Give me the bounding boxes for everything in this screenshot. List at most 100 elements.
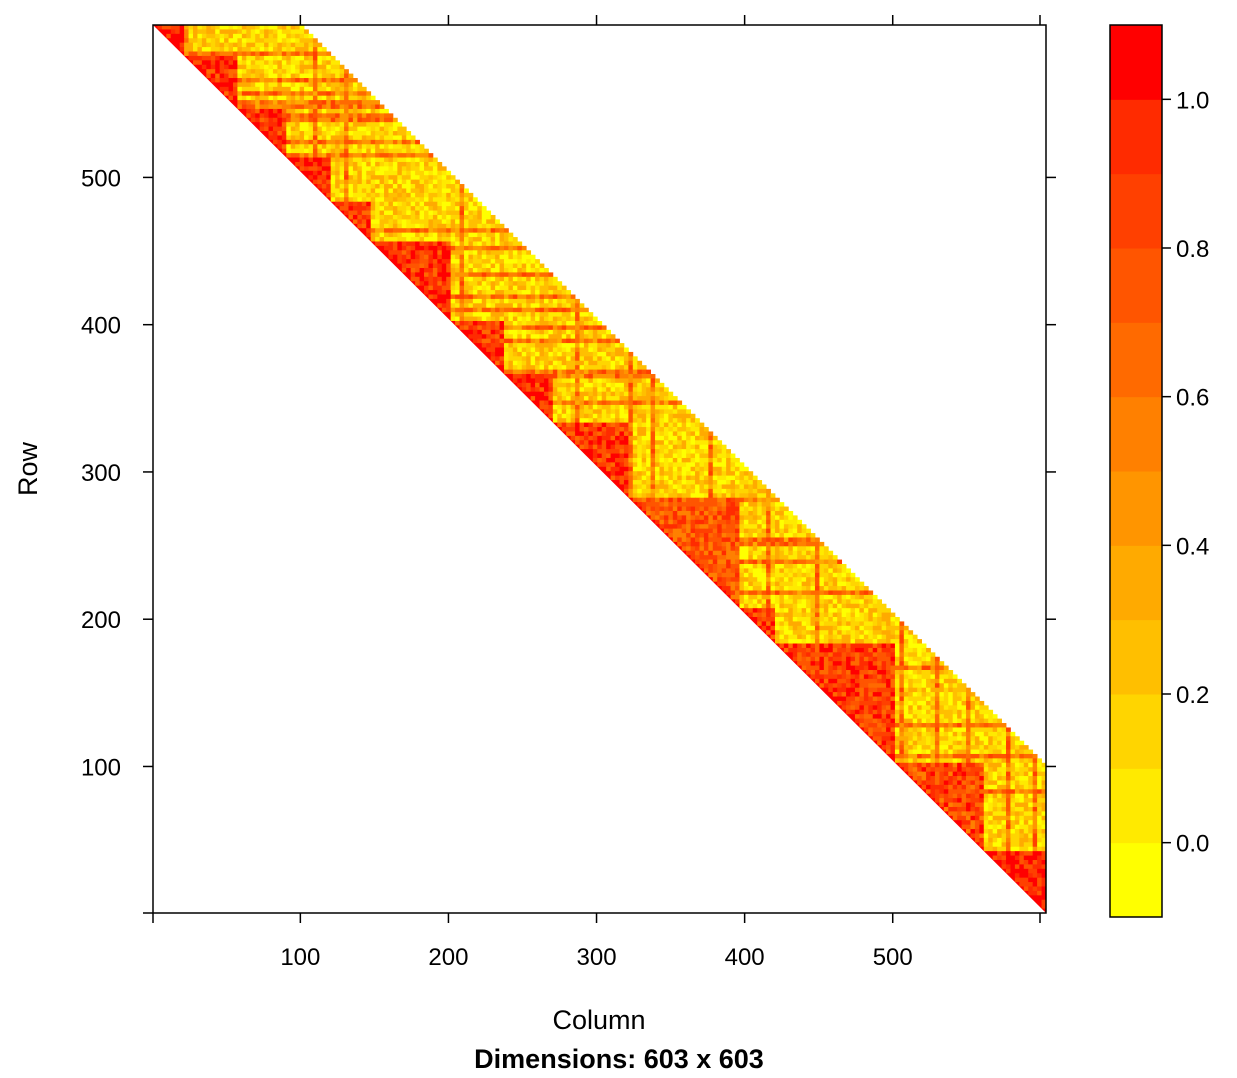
heatmap-cell <box>708 497 714 503</box>
heatmap-cell <box>335 69 340 74</box>
heatmap-cell <box>161 29 167 35</box>
heatmap-cell <box>592 351 598 357</box>
heatmap-cell <box>779 563 785 569</box>
heatmap-cell <box>450 267 456 273</box>
heatmap-cell <box>872 603 878 609</box>
heatmap-cell <box>557 351 563 357</box>
heatmap-cell <box>841 621 847 627</box>
heatmap-cell <box>832 647 838 653</box>
heatmap-cell <box>730 559 736 565</box>
heatmap-cell <box>210 29 216 35</box>
heatmap-cell <box>419 254 425 260</box>
heatmap-cell <box>468 250 474 256</box>
heatmap-cell <box>224 78 229 83</box>
heatmap-cell <box>326 188 332 194</box>
heatmap-cell <box>668 506 674 512</box>
heatmap-cell <box>401 206 407 211</box>
heatmap-cell <box>783 546 789 552</box>
heatmap-cell <box>526 254 532 260</box>
heatmap-cell <box>481 281 487 287</box>
heatmap-cell <box>583 343 589 348</box>
heatmap-cell <box>477 343 483 348</box>
heatmap-cell <box>575 356 580 362</box>
heatmap-cell <box>521 294 527 300</box>
heatmap-cell <box>419 290 425 295</box>
heatmap-cell <box>686 524 691 530</box>
heatmap-cell <box>348 122 354 128</box>
heatmap-cell <box>743 577 749 583</box>
heatmap-cell <box>352 170 358 176</box>
heatmap-cell <box>859 670 865 675</box>
heatmap-cell <box>419 219 425 225</box>
heatmap-cell <box>588 453 594 459</box>
heatmap-cell <box>721 493 727 499</box>
heatmap-cell <box>610 480 616 485</box>
heatmap-cell <box>388 122 394 128</box>
heatmap-cell <box>663 444 669 450</box>
heatmap-cell <box>401 175 407 181</box>
heatmap-cell <box>299 64 305 70</box>
heatmap-cell <box>472 223 478 229</box>
heatmap-cell <box>752 519 758 525</box>
heatmap-cell <box>437 228 443 234</box>
heatmap-cell <box>708 519 714 525</box>
heatmap-cell <box>619 378 625 384</box>
heatmap-cell <box>854 652 860 658</box>
heatmap-cell <box>748 524 754 530</box>
heatmap-cell <box>357 117 363 123</box>
heatmap-cell <box>406 272 412 278</box>
heatmap-cell <box>806 639 811 644</box>
heatmap-cell <box>632 431 638 437</box>
heatmap-cell <box>539 378 545 384</box>
heatmap-cell <box>552 404 558 410</box>
heatmap-cell <box>304 69 309 74</box>
heatmap-cell <box>335 117 340 123</box>
heatmap-cell <box>446 250 452 256</box>
heatmap-cell <box>286 51 292 57</box>
heatmap-cell <box>601 365 607 370</box>
heatmap-cell <box>508 263 514 269</box>
heatmap-cell <box>690 471 696 477</box>
heatmap-cell <box>641 444 647 450</box>
heatmap-cell <box>686 435 691 441</box>
heatmap-cell <box>357 122 363 128</box>
heatmap-cell <box>583 360 589 366</box>
heatmap-cell <box>779 577 785 583</box>
heatmap-cell <box>739 510 745 516</box>
heatmap-cell <box>543 356 549 362</box>
heatmap-cell <box>304 73 309 79</box>
heatmap-cell <box>846 652 851 658</box>
heatmap-cell <box>344 175 349 181</box>
heatmap-cell <box>823 665 829 671</box>
heatmap-cell <box>566 307 572 313</box>
heatmap-cell <box>312 82 318 88</box>
heatmap-cell <box>521 285 527 291</box>
heatmap-cell <box>819 617 825 622</box>
heatmap-cell <box>503 276 509 282</box>
heatmap-cell <box>481 338 487 344</box>
heatmap-cell <box>606 391 611 397</box>
heatmap-cell <box>752 568 758 574</box>
heatmap-cell <box>659 497 665 503</box>
heatmap-cell <box>330 139 336 145</box>
heatmap-cell <box>472 334 478 340</box>
heatmap-cell <box>517 272 523 278</box>
heatmap-cell <box>606 453 611 459</box>
heatmap-cell <box>370 179 376 185</box>
heatmap-cell <box>317 157 323 163</box>
heatmap-cell <box>255 60 261 66</box>
heatmap-cell <box>326 144 332 150</box>
heatmap-cell <box>863 608 869 613</box>
heatmap-cell <box>863 656 869 662</box>
heatmap-cell <box>748 559 754 565</box>
heatmap-cell <box>477 276 483 282</box>
heatmap-cell <box>432 197 438 203</box>
heatmap-cell <box>650 506 656 512</box>
heatmap-cell <box>757 559 763 565</box>
heatmap-cell <box>721 457 727 463</box>
heatmap-cell <box>899 639 905 644</box>
heatmap-cell <box>668 404 674 410</box>
heatmap-cell <box>610 409 616 415</box>
heatmap-cell <box>583 365 589 370</box>
heatmap-cell <box>748 493 754 499</box>
